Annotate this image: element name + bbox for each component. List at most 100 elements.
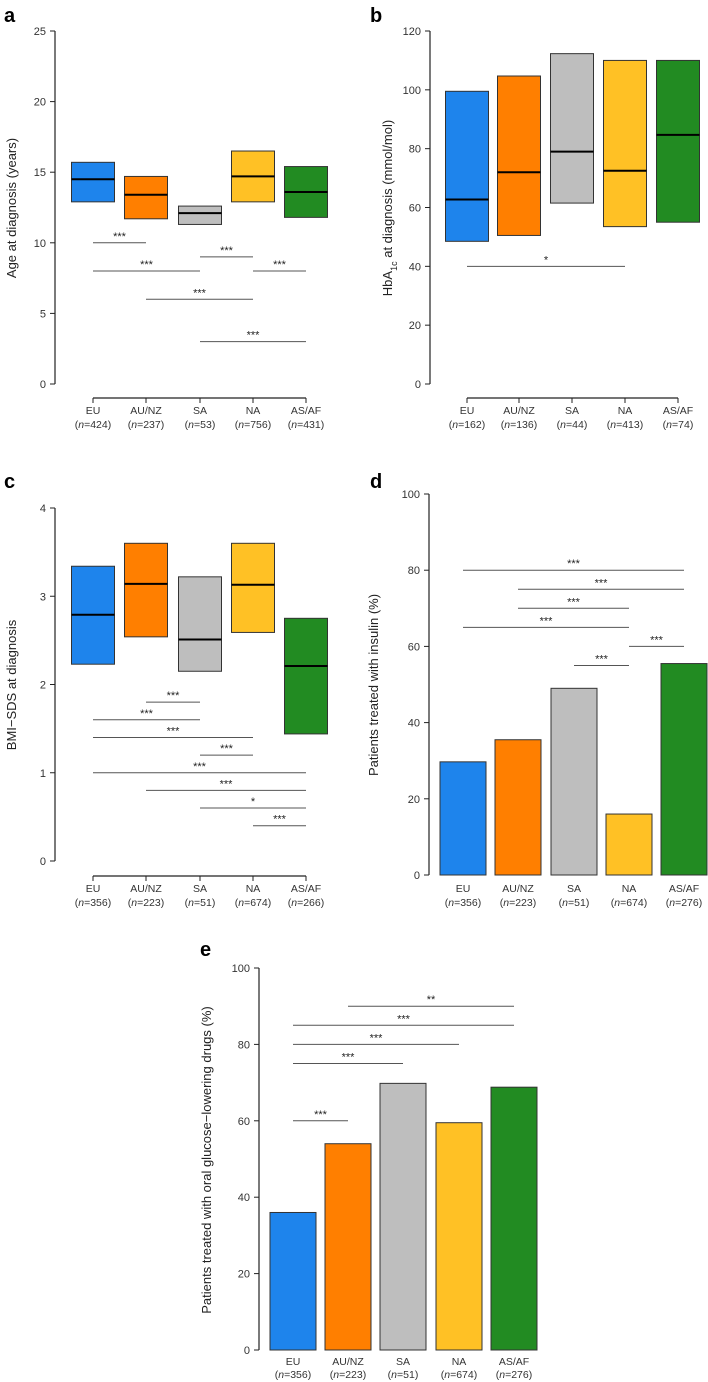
box-au-nz xyxy=(497,75,541,236)
x-tick-label: SA xyxy=(193,405,207,417)
x-tick-label: AS/AF xyxy=(669,883,699,895)
y-tick-label: 80 xyxy=(409,144,421,156)
sample-size-label: (n=223) xyxy=(128,897,165,909)
sample-size-label: (n=223) xyxy=(330,1369,367,1381)
paren: ) xyxy=(108,419,112,431)
sample-size-label: (n=276) xyxy=(496,1369,533,1381)
n-value: 356 xyxy=(90,897,108,909)
bar-as-af xyxy=(660,663,708,876)
y-tick-label: 0 xyxy=(40,379,46,391)
paren: ( xyxy=(288,419,292,431)
sample-size-label: (n=276) xyxy=(666,897,703,909)
x-tick-label: NA xyxy=(246,405,261,417)
significance-label: *** xyxy=(167,690,181,702)
significance-label: *** xyxy=(193,761,207,773)
significance-label: * xyxy=(251,796,256,808)
n-value: 74 xyxy=(678,419,690,431)
paren: ) xyxy=(699,897,703,909)
paren: ) xyxy=(363,1369,367,1381)
eq: = xyxy=(509,897,515,909)
n-value: 424 xyxy=(90,419,108,431)
eq: = xyxy=(397,1369,403,1381)
n-value: 674 xyxy=(626,897,644,909)
panel-label: a xyxy=(4,5,16,27)
n-symbol: n xyxy=(499,1369,505,1381)
n-symbol: n xyxy=(614,897,620,909)
bar-au-nz xyxy=(324,1143,372,1351)
significance-label: *** xyxy=(540,615,554,627)
n-symbol: n xyxy=(560,419,566,431)
n-value: 51 xyxy=(574,897,586,909)
paren: ( xyxy=(557,419,561,431)
eq: = xyxy=(672,419,678,431)
n-value: 51 xyxy=(403,1369,415,1381)
n-value: 356 xyxy=(460,897,478,909)
sample-size-label: (n=674) xyxy=(441,1369,478,1381)
paren: ) xyxy=(640,419,644,431)
x-tick-label: AS/AF xyxy=(291,883,321,895)
x-tick-label: AU/NZ xyxy=(130,405,162,417)
n-value: 266 xyxy=(303,897,321,909)
paren: ( xyxy=(666,897,670,909)
y-tick-label: 20 xyxy=(238,1269,250,1281)
paren: ) xyxy=(529,1369,533,1381)
x-tick-label: NA xyxy=(246,883,261,895)
y-tick-label: 20 xyxy=(409,320,421,332)
box-au-nz xyxy=(124,542,168,638)
paren: ( xyxy=(559,897,563,909)
x-tick-label: AU/NZ xyxy=(332,1356,364,1368)
y-tick-label: 0 xyxy=(415,379,421,391)
paren: ) xyxy=(533,897,537,909)
paren: ) xyxy=(534,419,538,431)
box-eu xyxy=(71,161,115,203)
y-tick-label: 1 xyxy=(40,768,46,780)
bar-as-af xyxy=(490,1086,538,1351)
paren: ) xyxy=(644,897,648,909)
y-axis-label-part: HbA xyxy=(380,271,395,297)
significance-label: *** xyxy=(140,708,154,720)
significance-label: *** xyxy=(167,725,181,737)
sample-size-label: (n=356) xyxy=(75,897,112,909)
n-symbol: n xyxy=(131,419,137,431)
panel-d: d 0 20 40 60 80 100 Patients treated with insul… xyxy=(366,471,708,909)
eq: = xyxy=(458,419,464,431)
n-symbol: n xyxy=(188,897,194,909)
n-value: 53 xyxy=(200,419,212,431)
paren: ( xyxy=(288,897,292,909)
n-value: 223 xyxy=(345,1369,363,1381)
significance-label: *** xyxy=(370,1032,384,1044)
n-value: 223 xyxy=(515,897,533,909)
x-tick-label: AU/NZ xyxy=(503,405,535,417)
paren: ) xyxy=(415,1369,419,1381)
paren: ( xyxy=(128,419,132,431)
paren: ) xyxy=(161,419,165,431)
significance-label: *** xyxy=(220,245,234,257)
y-tick-label: 3 xyxy=(40,591,46,603)
n-value: 51 xyxy=(200,897,212,909)
box-as-af xyxy=(656,59,700,223)
box-na xyxy=(603,59,647,228)
y-tick-label: 40 xyxy=(409,261,421,273)
x-tick-label: EU xyxy=(456,883,471,895)
eq: = xyxy=(620,897,626,909)
paren: ) xyxy=(321,419,325,431)
bar-au-nz xyxy=(494,739,542,876)
paren: ) xyxy=(478,897,482,909)
y-tick-label: 60 xyxy=(408,641,420,653)
box-au-nz xyxy=(124,175,168,220)
eq: = xyxy=(450,1369,456,1381)
paren: ) xyxy=(212,419,216,431)
y-tick-label: 25 xyxy=(34,26,46,38)
eq: = xyxy=(675,897,681,909)
eq: = xyxy=(284,1369,290,1381)
y-tick-label: 2 xyxy=(40,680,46,692)
y-axis-label-part: Patients treated with insulin (%) xyxy=(366,594,381,776)
paren: ) xyxy=(586,897,590,909)
bar-na xyxy=(605,813,653,876)
y-tick-label: 100 xyxy=(403,85,421,97)
n-symbol: n xyxy=(503,897,509,909)
n-symbol: n xyxy=(444,1369,450,1381)
